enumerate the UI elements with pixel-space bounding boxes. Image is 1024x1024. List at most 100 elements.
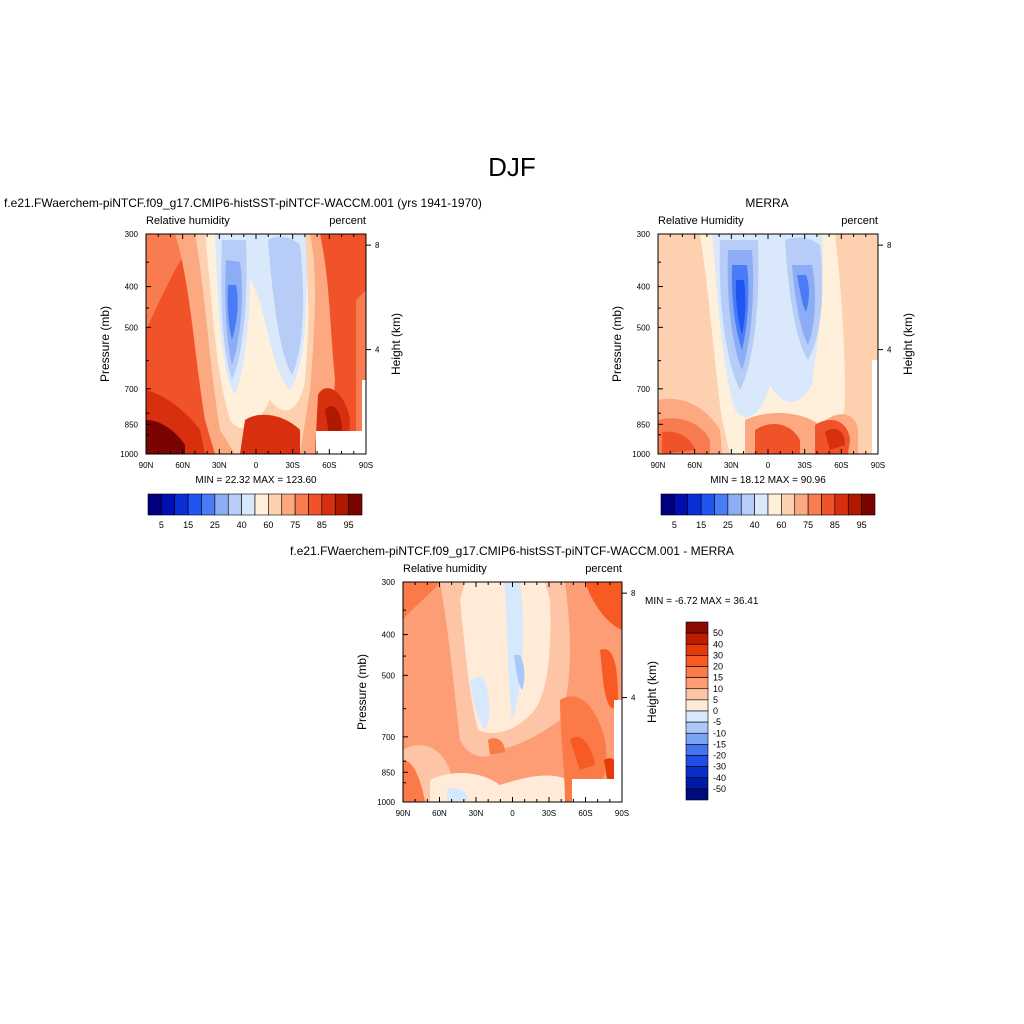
obs-pressure-tick-label: 500 — [637, 323, 651, 332]
diff-colorbar-box — [685, 655, 709, 667]
diff-pressure-tick-label: 400 — [382, 631, 396, 640]
diff-colorbar-box — [685, 777, 709, 790]
diff-colorbar-box — [685, 688, 709, 701]
obs-lat-tick-label: 60S — [834, 461, 848, 470]
obs-colorbar-label: 40 — [750, 520, 760, 530]
diff-lat-tick-label: 0 — [510, 809, 515, 818]
diff-lat-tick-label: 30N — [469, 809, 484, 818]
obs-height-axis-title: Height (km) — [901, 313, 915, 375]
model-pressure-tick-label: 700 — [125, 385, 139, 394]
model-panel-title: f.e21.FWaerchem-piNTCF.f09_g17.CMIP6-his… — [4, 196, 482, 210]
obs-panel-title: MERRA — [745, 196, 789, 210]
obs-pressure-tick-label: 400 — [637, 283, 651, 292]
diff-pressure-axis-title: Pressure (mb) — [355, 654, 369, 730]
obs-colorbar-box — [807, 493, 822, 516]
model-colorbar-box — [321, 493, 336, 516]
diff-colorbar-label: -15 — [713, 739, 726, 749]
diff-colorbar-label: 15 — [713, 673, 723, 683]
model-lat-tick-label: 90N — [139, 461, 154, 470]
model-lat-tick-label: 30S — [286, 461, 300, 470]
model-pressure-tick-label: 300 — [125, 230, 139, 239]
model-var-label: Relative humidity — [146, 215, 230, 227]
obs-colorbar-label: 95 — [857, 520, 867, 530]
diff-colorbar-box — [685, 710, 709, 723]
model-lat-tick-label: 60N — [175, 461, 190, 470]
diff-colorbar-box — [685, 755, 709, 767]
model-colorbar-label: 95 — [344, 520, 354, 530]
obs-contour-field — [658, 234, 878, 454]
obs-colorbar-box — [727, 493, 742, 516]
model-colorbar-box — [281, 493, 296, 516]
model-colorbar-box — [161, 493, 176, 516]
diff-units-label: percent — [585, 563, 622, 575]
model-colorbar-box — [348, 493, 363, 516]
obs-pressure-tick-label: 1000 — [632, 450, 650, 459]
obs-lat-tick-label: 60N — [687, 461, 702, 470]
diff-minmax: MIN = -6.72 MAX = 36.41 — [645, 596, 759, 607]
obs-height-tick-label: 4 — [887, 346, 892, 355]
obs-colorbar-box — [660, 493, 675, 516]
model-colorbar-box — [308, 493, 323, 516]
obs-var-label: Relative Humidity — [658, 215, 744, 227]
diff-pressure-tick-label: 1000 — [377, 798, 395, 807]
model-colorbar-box — [227, 493, 242, 516]
diff-colorbar-label: -5 — [713, 717, 721, 727]
obs-pressure-tick-label: 300 — [637, 230, 651, 239]
model-colorbar-label: 40 — [237, 520, 247, 530]
figure-title: DJF — [488, 152, 536, 182]
diff-lat-tick-label: 30S — [542, 809, 556, 818]
diff-lat-tick-label: 60S — [578, 809, 592, 818]
diff-colorbar-box — [685, 788, 709, 801]
model-pressure-tick-label: 500 — [125, 323, 139, 332]
obs-lat-tick-label: 30N — [724, 461, 739, 470]
diff-colorbar-box — [685, 766, 709, 779]
obs-colorbar-box — [700, 493, 715, 516]
diff-colorbar-label: -20 — [713, 751, 726, 761]
diff-colorbar-box — [685, 677, 709, 690]
model-colorbar-box — [201, 493, 216, 516]
diff-colorbar-label: 50 — [713, 628, 723, 638]
diff-colorbar-label: -50 — [713, 784, 726, 794]
model-height-axis-title: Height (km) — [389, 313, 403, 375]
obs-colorbar-box — [861, 493, 876, 516]
model-minmax: MIN = 22.32 MAX = 123.60 — [195, 475, 317, 486]
diff-contour-field — [403, 582, 622, 802]
diff-height-tick-label: 8 — [631, 589, 636, 598]
obs-colorbar-label: 75 — [803, 520, 813, 530]
model-colorbar-label: 5 — [159, 520, 164, 530]
diff-colorbar-box — [685, 621, 709, 634]
obs-colorbar-box — [714, 493, 729, 516]
obs-colorbar-box — [847, 493, 862, 516]
model-pressure-axis-title: Pressure (mb) — [98, 306, 112, 382]
diff-colorbar-box — [685, 632, 709, 645]
obs-pressure-tick-label: 700 — [637, 385, 651, 394]
obs-colorbar-box — [794, 493, 809, 516]
diff-colorbar-label: 0 — [713, 706, 718, 716]
model-height-tick-label: 4 — [375, 346, 380, 355]
model-colorbar-label: 15 — [183, 520, 193, 530]
diff-colorbar-box — [685, 732, 709, 745]
obs-colorbar-box — [740, 493, 755, 516]
obs-units-label: percent — [841, 215, 878, 227]
model-colorbar-box — [334, 493, 349, 516]
diff-colorbar-label: -30 — [713, 762, 726, 772]
model-height-tick-label: 8 — [375, 241, 380, 250]
obs-colorbar-box — [674, 493, 689, 516]
obs-lat-tick-label: 90N — [651, 461, 666, 470]
model-pressure-tick-label: 1000 — [120, 450, 138, 459]
diff-colorbar-label: -40 — [713, 773, 726, 783]
diff-colorbar-label: -10 — [713, 728, 726, 738]
model-colorbar-box — [187, 493, 202, 516]
diff-colorbar-box — [685, 666, 709, 678]
obs-colorbar-box — [834, 493, 849, 516]
obs-minmax: MIN = 18.12 MAX = 90.96 — [710, 475, 826, 486]
diff-lat-tick-label: 90S — [615, 809, 629, 818]
obs-colorbar-box — [767, 493, 782, 516]
diff-lat-tick-label: 90N — [396, 809, 411, 818]
model-colorbar-label: 75 — [290, 520, 300, 530]
obs-colorbar-box — [781, 493, 796, 516]
diff-colorbar-box — [685, 721, 709, 734]
obs-colorbar-label: 5 — [672, 520, 677, 530]
diff-height-axis-title: Height (km) — [645, 661, 659, 723]
diff-lat-tick-label: 60N — [432, 809, 447, 818]
